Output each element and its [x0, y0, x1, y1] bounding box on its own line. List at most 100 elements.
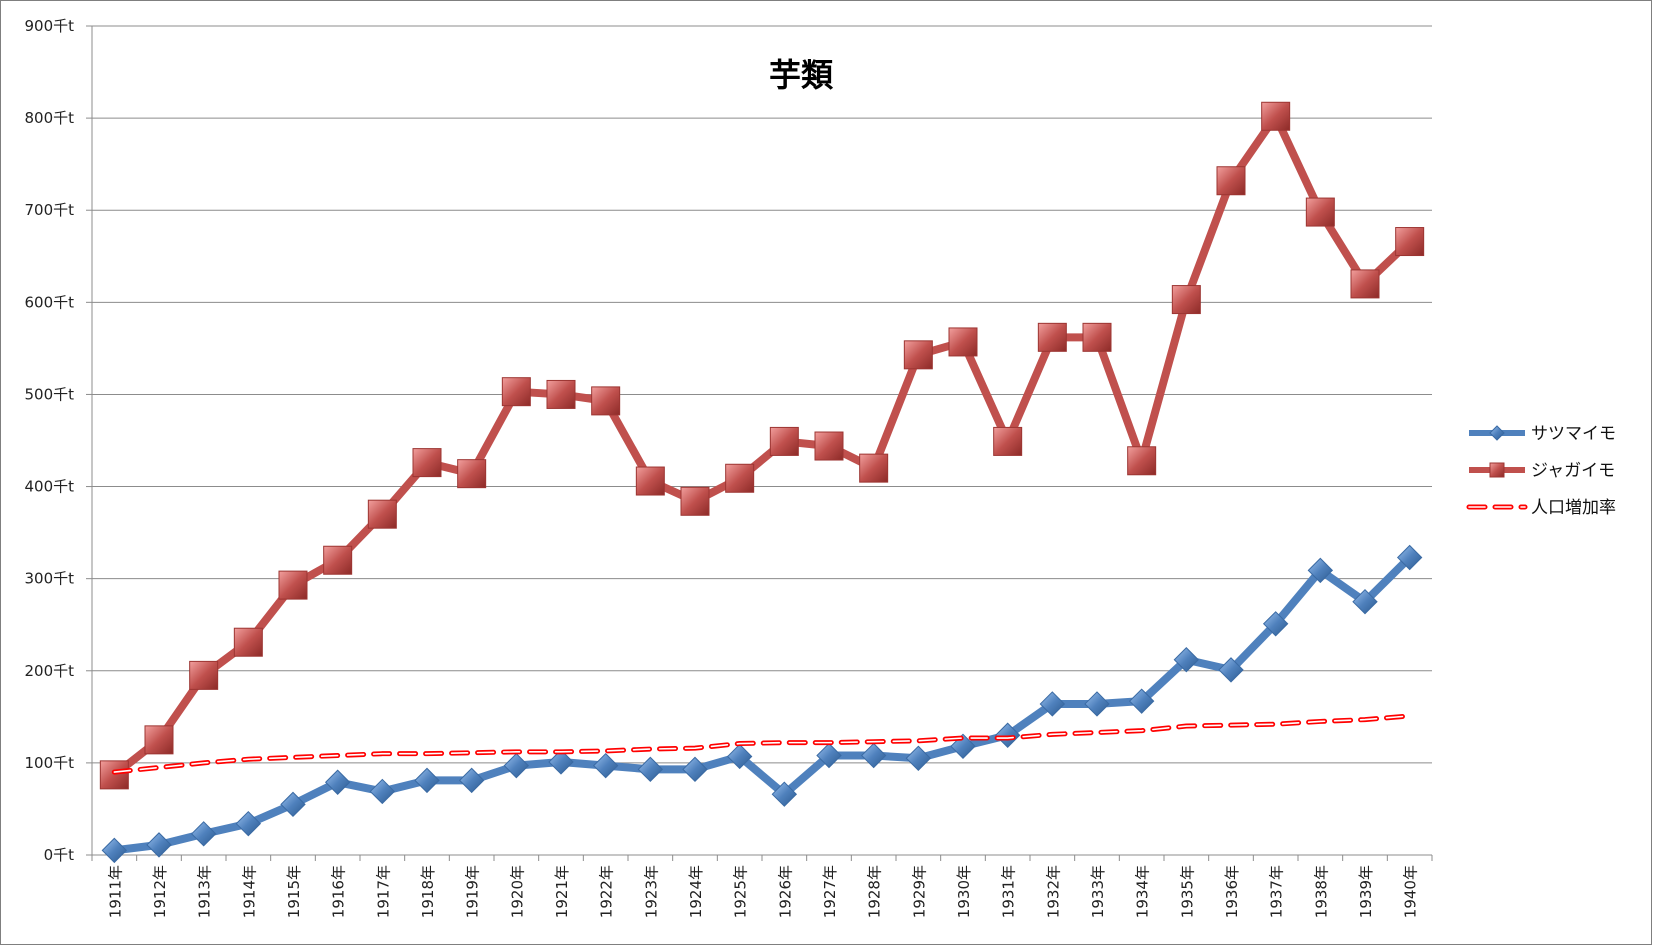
data-point	[144, 725, 174, 755]
data-point	[1173, 647, 1200, 673]
data-point	[501, 377, 531, 407]
x-tick-label: 1911年	[106, 865, 124, 918]
y-tick-label: 600千t	[24, 293, 74, 311]
data-point	[546, 379, 576, 409]
x-tick-label: 1913年	[196, 865, 214, 918]
y-tick-label: 300千t	[24, 570, 74, 588]
x-tick-label: 1926年	[776, 865, 794, 918]
x-tick-label: 1940年	[1402, 865, 1420, 918]
data-point	[190, 821, 217, 847]
data-point	[1305, 197, 1335, 227]
x-tick-label: 1935年	[1178, 865, 1196, 918]
y-tick-label: 400千t	[24, 478, 74, 496]
x-tick-label: 1934年	[1134, 865, 1152, 918]
data-point	[548, 749, 574, 775]
data-point	[635, 466, 665, 496]
data-point	[860, 742, 887, 769]
data-point	[189, 660, 219, 690]
data-point	[233, 627, 263, 657]
x-tick-label: 1937年	[1268, 865, 1286, 918]
data-point	[367, 499, 397, 529]
data-point	[99, 760, 129, 790]
data-point	[1218, 657, 1244, 683]
data-point	[1082, 322, 1112, 352]
y-tick-label: 100千t	[24, 754, 74, 772]
series-line-highlight	[113, 715, 1411, 773]
y-tick-label: 800千t	[24, 109, 74, 127]
data-point	[948, 327, 978, 357]
data-point	[1350, 269, 1380, 299]
gridlines	[92, 25, 1432, 764]
x-tick-label: 1939年	[1357, 865, 1375, 918]
x-tick-label: 1922年	[598, 865, 616, 918]
data-point	[1037, 322, 1067, 352]
x-tick-label: 1923年	[642, 865, 660, 918]
x-tick-label: 1912年	[151, 865, 169, 918]
data-point	[1127, 446, 1157, 476]
data-point	[994, 722, 1021, 748]
data-point	[414, 767, 440, 794]
series-1	[101, 544, 1423, 864]
legend-item-2: ジャガイモ	[1469, 461, 1615, 481]
data-point	[592, 752, 619, 779]
series-line	[110, 112, 1414, 779]
data-point	[725, 463, 755, 493]
x-tick-label: 1918年	[419, 865, 437, 918]
x-tick-label: 1916年	[330, 865, 348, 918]
chart-title: 芋類	[769, 56, 834, 94]
data-point	[1128, 688, 1155, 714]
legend-label: 人口増加率	[1531, 498, 1616, 518]
legend-marker	[1489, 425, 1505, 441]
series-line	[110, 553, 1414, 855]
series-2	[99, 101, 1425, 790]
x-tick-label: 1925年	[732, 865, 750, 918]
data-point	[1261, 101, 1291, 131]
x-tick-label: 1920年	[508, 865, 526, 918]
series-3	[111, 713, 1413, 775]
data-point	[682, 756, 708, 783]
x-tick-label: 1917年	[374, 865, 392, 918]
data-point	[726, 743, 753, 770]
data-point	[1396, 544, 1423, 571]
series-line	[111, 713, 1413, 775]
data-point	[1084, 691, 1110, 717]
data-point	[458, 767, 485, 794]
legend-label: ジャガイモ	[1531, 461, 1615, 481]
data-point	[1171, 285, 1201, 315]
legend-item-1: サツマイモ	[1469, 424, 1616, 444]
x-tick-label: 1921年	[553, 865, 571, 918]
x-tick-label: 1933年	[1089, 865, 1107, 918]
data-point	[637, 756, 664, 783]
legend-marker	[1489, 462, 1505, 478]
data-point	[1352, 588, 1378, 615]
data-point	[280, 791, 306, 818]
x-tick-label: 1930年	[955, 865, 973, 918]
data-point	[1216, 166, 1246, 196]
x-tick-label: 1929年	[910, 865, 928, 918]
x-tick-label: 1924年	[687, 865, 705, 918]
x-tick-label: 1932年	[1044, 865, 1062, 918]
y-tick-label: 900千t	[24, 17, 74, 35]
data-point	[101, 837, 128, 864]
data-point	[278, 570, 308, 600]
y-tick-label: 500千t	[24, 385, 74, 403]
x-tick-label: 1927年	[821, 865, 839, 918]
x-tick-label: 1936年	[1223, 865, 1241, 918]
data-point	[235, 810, 262, 837]
x-tick-label: 1914年	[240, 865, 258, 918]
x-tick-label: 1915年	[285, 865, 303, 918]
axes: 0千t 100千t 200千t 300千t 400千t 500千t 600千t 700千t 80…	[24, 17, 1433, 918]
data-point	[503, 752, 530, 779]
data-point	[412, 448, 442, 478]
data-point	[814, 431, 844, 461]
data-point	[457, 459, 487, 489]
data-point	[146, 832, 172, 858]
x-tick-label: 1931年	[1000, 865, 1018, 918]
x-tick-label: 1938年	[1312, 865, 1330, 918]
data-point	[903, 340, 933, 370]
data-point	[323, 545, 353, 575]
series-area	[99, 101, 1425, 864]
data-point	[1039, 691, 1066, 717]
